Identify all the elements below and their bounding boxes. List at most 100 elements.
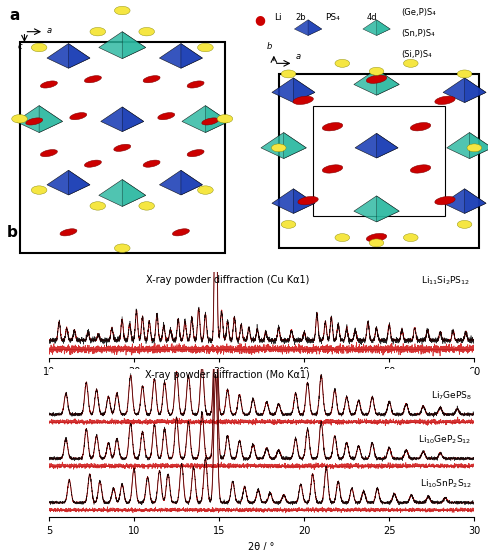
Text: a: a: [46, 26, 51, 35]
Circle shape: [12, 114, 27, 123]
Circle shape: [466, 144, 481, 152]
Ellipse shape: [297, 196, 318, 205]
Circle shape: [139, 202, 154, 210]
Text: b: b: [266, 42, 271, 52]
Ellipse shape: [292, 96, 313, 104]
Polygon shape: [468, 133, 488, 158]
Polygon shape: [122, 32, 145, 59]
Polygon shape: [99, 32, 145, 59]
Polygon shape: [122, 107, 143, 131]
Polygon shape: [159, 170, 202, 195]
Polygon shape: [442, 189, 485, 213]
Circle shape: [334, 234, 349, 241]
Polygon shape: [39, 106, 62, 133]
Circle shape: [271, 144, 285, 152]
Polygon shape: [68, 43, 90, 68]
Polygon shape: [376, 133, 397, 158]
Polygon shape: [47, 43, 90, 68]
Polygon shape: [271, 78, 314, 102]
Circle shape: [403, 234, 417, 241]
Text: Li$_{10}$SnP$_2$S$_{12}$: Li$_{10}$SnP$_2$S$_{12}$: [419, 477, 471, 490]
Ellipse shape: [202, 118, 218, 125]
Text: X-ray powder diffraction (Cu Kα1): X-ray powder diffraction (Cu Kα1): [145, 275, 308, 285]
Polygon shape: [376, 20, 389, 36]
Ellipse shape: [409, 165, 430, 173]
Ellipse shape: [322, 165, 342, 173]
Polygon shape: [353, 196, 398, 222]
Text: Li$_{10}$GeP$_2$S$_{12}$: Li$_{10}$GeP$_2$S$_{12}$: [418, 433, 471, 446]
Ellipse shape: [41, 81, 57, 88]
Circle shape: [31, 43, 47, 52]
Text: Li$_7$GePS$_8$: Li$_7$GePS$_8$: [430, 389, 471, 402]
Polygon shape: [464, 189, 485, 213]
Polygon shape: [47, 170, 90, 195]
Polygon shape: [16, 106, 62, 133]
Polygon shape: [376, 196, 398, 222]
Polygon shape: [446, 133, 488, 158]
Ellipse shape: [434, 96, 454, 104]
Circle shape: [217, 114, 232, 123]
Circle shape: [281, 221, 295, 228]
Ellipse shape: [84, 76, 101, 82]
Polygon shape: [376, 69, 398, 95]
Ellipse shape: [143, 160, 160, 167]
Polygon shape: [181, 43, 202, 68]
Text: (Si,P)S₄: (Si,P)S₄: [400, 50, 431, 59]
Polygon shape: [271, 189, 314, 213]
Ellipse shape: [187, 81, 203, 88]
Circle shape: [114, 244, 130, 252]
Ellipse shape: [366, 75, 386, 84]
Circle shape: [139, 28, 154, 36]
Text: (Sn,P)S₄: (Sn,P)S₄: [400, 29, 434, 38]
X-axis label: 2θ / °: 2θ / °: [248, 542, 274, 550]
Polygon shape: [307, 20, 321, 36]
Polygon shape: [159, 43, 202, 68]
Circle shape: [31, 186, 47, 194]
Polygon shape: [101, 107, 143, 131]
Circle shape: [368, 239, 383, 247]
Polygon shape: [353, 69, 398, 95]
Text: 2b: 2b: [295, 13, 306, 22]
FancyBboxPatch shape: [278, 74, 478, 248]
Circle shape: [197, 186, 213, 194]
Polygon shape: [261, 133, 305, 158]
Ellipse shape: [366, 233, 386, 242]
Text: PS₄: PS₄: [325, 13, 339, 22]
Circle shape: [456, 221, 471, 228]
Ellipse shape: [114, 144, 130, 151]
Text: X-ray powder diffraction (Mo Kα1): X-ray powder diffraction (Mo Kα1): [145, 370, 309, 380]
Circle shape: [197, 43, 213, 52]
Polygon shape: [293, 189, 314, 213]
Ellipse shape: [70, 113, 86, 120]
Text: (Ge,P)S₄: (Ge,P)S₄: [400, 8, 435, 17]
Circle shape: [334, 59, 349, 67]
Circle shape: [456, 70, 471, 78]
Circle shape: [114, 7, 130, 15]
Polygon shape: [99, 179, 145, 206]
Circle shape: [281, 70, 295, 78]
Polygon shape: [354, 133, 397, 158]
Ellipse shape: [187, 150, 203, 157]
Polygon shape: [182, 106, 228, 133]
Ellipse shape: [84, 160, 101, 167]
Text: Li$_{11}$Si$_2$PS$_{12}$: Li$_{11}$Si$_2$PS$_{12}$: [420, 275, 469, 287]
Polygon shape: [294, 20, 321, 36]
X-axis label: 2θ / °: 2θ / °: [248, 382, 274, 392]
Text: 4d: 4d: [366, 13, 377, 22]
Ellipse shape: [26, 118, 42, 125]
Polygon shape: [464, 78, 485, 102]
Polygon shape: [362, 20, 389, 36]
Ellipse shape: [434, 196, 454, 205]
Polygon shape: [442, 78, 485, 102]
Ellipse shape: [172, 229, 189, 236]
Circle shape: [403, 59, 417, 67]
Polygon shape: [283, 133, 305, 158]
Polygon shape: [122, 179, 145, 206]
Text: ●: ●: [254, 13, 264, 26]
Ellipse shape: [409, 123, 430, 131]
Circle shape: [90, 202, 105, 210]
Polygon shape: [68, 170, 90, 195]
Polygon shape: [205, 106, 228, 133]
Ellipse shape: [143, 76, 160, 82]
Ellipse shape: [322, 123, 342, 131]
